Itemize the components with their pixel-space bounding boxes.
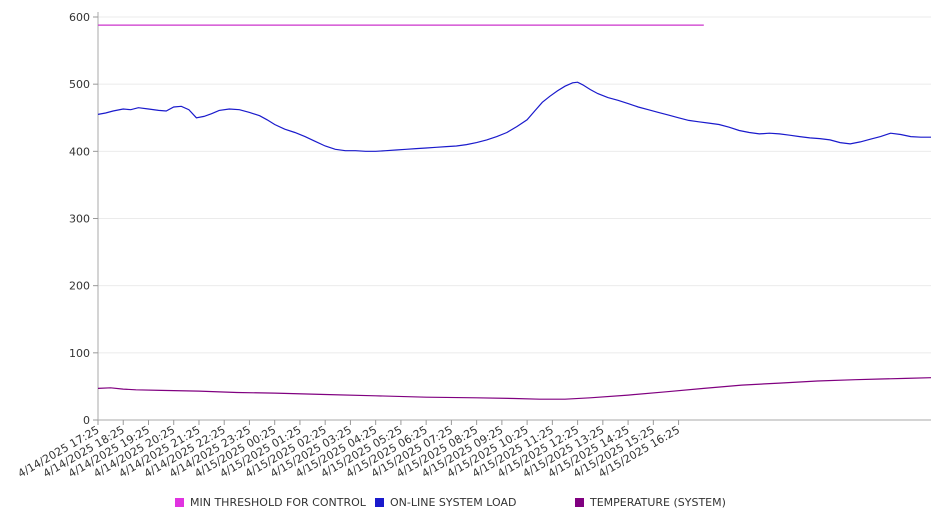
legend-label-min-threshold: MIN THRESHOLD FOR CONTROL [190,496,366,509]
y-tick-label-400: 400 [69,145,90,158]
legend: MIN THRESHOLD FOR CONTROL ON-LINE SYSTEM… [0,496,946,516]
legend-swatch-system-load [375,498,384,507]
legend-item-min-threshold[interactable]: MIN THRESHOLD FOR CONTROL [175,496,366,509]
legend-label-temperature: TEMPERATURE (SYSTEM) [590,496,726,509]
legend-item-system-load[interactable]: ON-LINE SYSTEM LOAD [375,496,516,509]
axes [97,12,931,421]
legend-swatch-temperature [575,498,584,507]
series-line-system-load [97,81,931,152]
series-lines [97,24,932,400]
y-tick-label-300: 300 [69,213,90,226]
line-chart: 0 100 200 300 400 500 600 4/14/2025 17:254/14/… [16,11,932,480]
y-tick-label-100: 100 [69,347,90,360]
y-tick-label-600: 600 [69,11,90,24]
grid-lines [98,16,931,354]
legend-swatch-min-threshold [175,498,184,507]
legend-item-temperature[interactable]: TEMPERATURE (SYSTEM) [575,496,726,509]
y-axis-ticks: 0 100 200 300 400 500 600 [69,11,98,427]
x-axis-ticks: 4/14/2025 17:254/14/2025 18:254/14/2025 … [16,420,682,480]
legend-label-system-load: ON-LINE SYSTEM LOAD [390,496,517,509]
y-tick-label-0: 0 [83,414,90,427]
y-tick-label-200: 200 [69,280,90,293]
series-line-temperature [97,377,932,400]
y-tick-label-500: 500 [69,78,90,91]
